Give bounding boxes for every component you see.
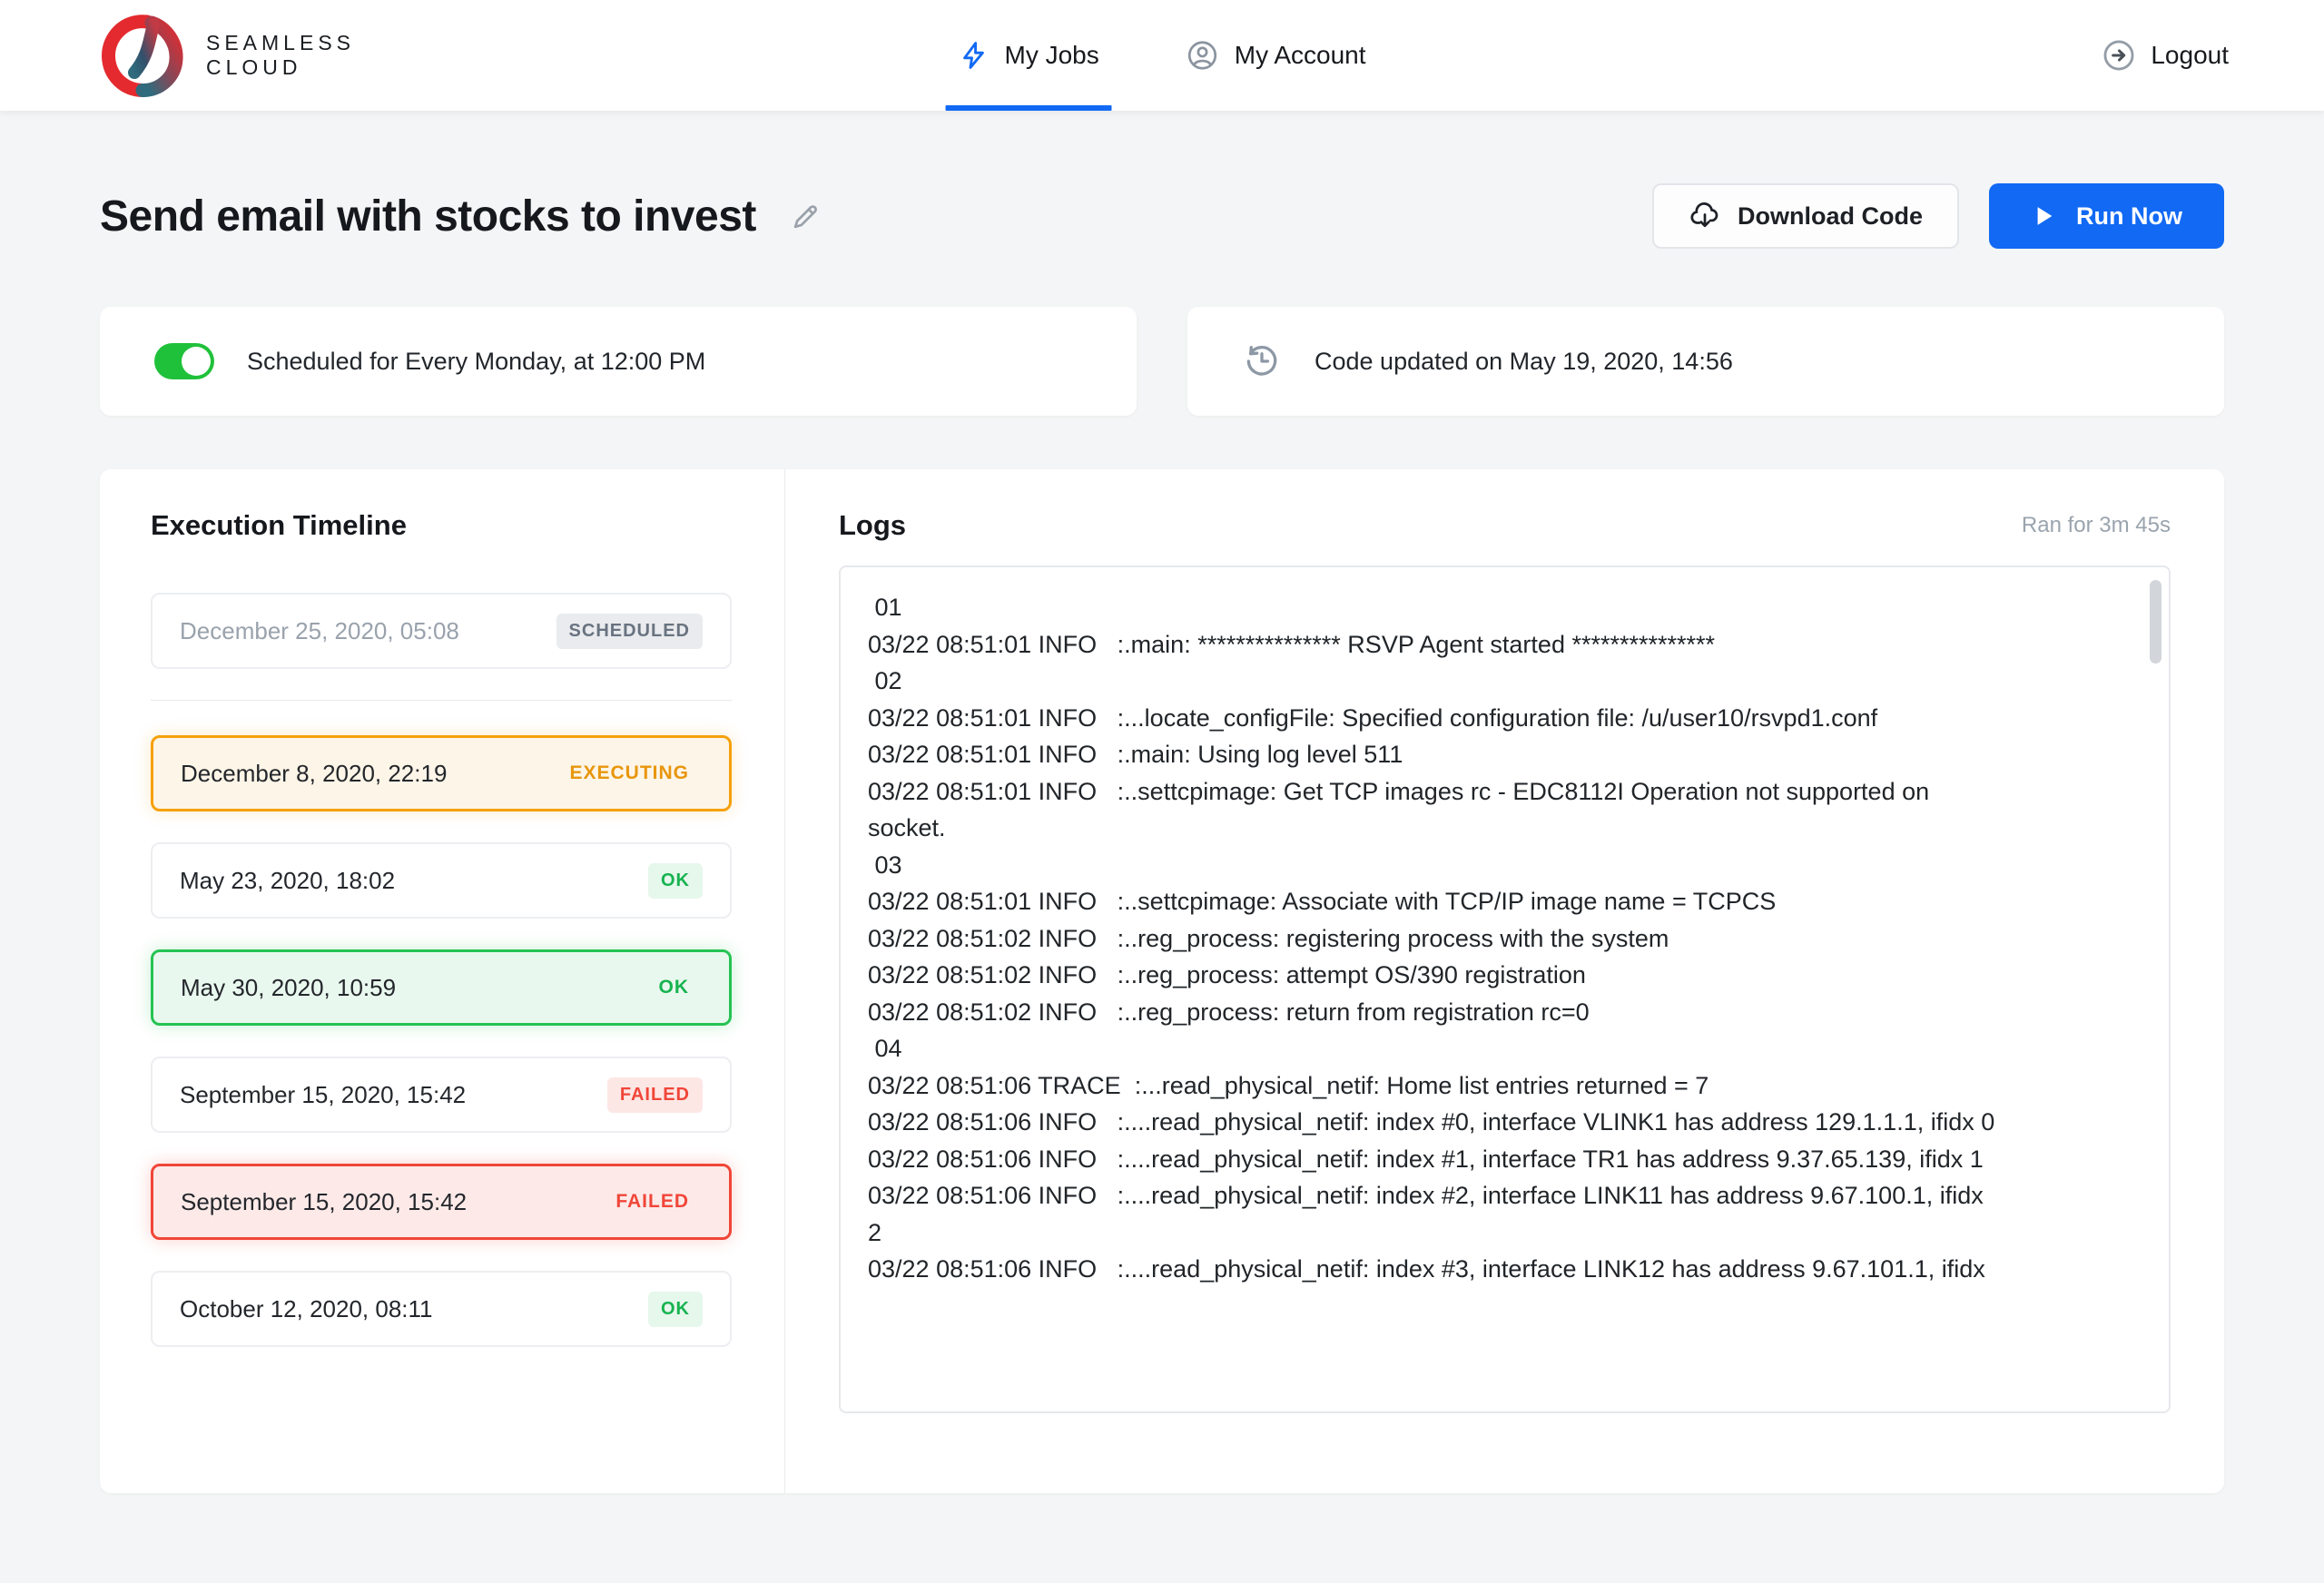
execution-timeline-title: Execution Timeline bbox=[151, 509, 407, 541]
timeline-entry-date: December 8, 2020, 22:19 bbox=[181, 759, 448, 787]
log-line: 03/22 08:51:06 INFO :....read_physical_n… bbox=[868, 1182, 1984, 1209]
log-line: 03/22 08:51:02 INFO :..reg_process: atte… bbox=[868, 961, 1586, 988]
run-now-button[interactable]: Run Now bbox=[1989, 183, 2224, 249]
info-row: Scheduled for Every Monday, at 12:00 PM … bbox=[100, 307, 2224, 416]
log-line: 04 bbox=[868, 1035, 902, 1062]
arrow-right-circle-icon bbox=[2103, 40, 2134, 71]
brand-logo: SEAMLESS CLOUD bbox=[100, 14, 355, 97]
user-circle-icon bbox=[1188, 41, 1217, 70]
timeline-entry[interactable]: May 30, 2020, 10:59 OK bbox=[151, 949, 732, 1026]
logs-header: Logs Ran for 3m 45s bbox=[839, 509, 2171, 542]
download-code-label: Download Code bbox=[1738, 202, 1924, 230]
timeline-entry-date: May 30, 2020, 10:59 bbox=[181, 973, 397, 1001]
title-row: Send email with stocks to invest Downloa… bbox=[100, 183, 2224, 249]
play-icon bbox=[2037, 207, 2053, 225]
logs-scrollbar-thumb[interactable] bbox=[2150, 580, 2162, 664]
logs-output: 01 03/22 08:51:01 INFO :.main: **********… bbox=[839, 565, 2171, 1413]
log-line: 03/22 08:51:06 TRACE :...read_physical_n… bbox=[868, 1071, 1709, 1099]
logs-section: Logs Ran for 3m 45s 01 03/22 08:51:01 INF… bbox=[785, 469, 2224, 1493]
log-line: 03/22 08:51:01 INFO :.main: Using log le… bbox=[868, 741, 1403, 768]
run-now-label: Run Now bbox=[2076, 202, 2182, 230]
timeline-entry-status-badge: EXECUTING bbox=[569, 762, 689, 783]
cloud-download-icon bbox=[1690, 202, 1718, 228]
timeline-entry-status-badge: OK bbox=[658, 977, 689, 998]
timeline-entry-status-badge: FAILED bbox=[606, 1077, 703, 1113]
brand-name-line1: SEAMLESS bbox=[206, 31, 355, 54]
timeline-divider bbox=[151, 700, 732, 701]
timeline-entry[interactable]: October 12, 2020, 08:11 OK bbox=[151, 1271, 732, 1347]
run-duration: Ran for 3m 45s bbox=[2021, 513, 2171, 537]
log-line: 03/22 08:51:01 INFO :...locate_configFil… bbox=[868, 703, 1878, 732]
logs-title: Logs bbox=[839, 509, 907, 541]
logout-label: Logout bbox=[2151, 41, 2229, 69]
timeline-entry-date: May 23, 2020, 18:02 bbox=[180, 866, 396, 894]
log-line: 03/22 08:51:01 INFO :..settcpimage: Get … bbox=[868, 777, 1930, 805]
log-line: 2 bbox=[868, 1218, 882, 1246]
log-line: 03 bbox=[868, 850, 902, 879]
log-line: 03/22 08:51:01 INFO :.main: ************… bbox=[868, 630, 1716, 658]
timeline-entry[interactable]: September 15, 2020, 15:42 FAILED bbox=[151, 1057, 732, 1133]
timeline-entry[interactable]: December 8, 2020, 22:19 EXECUTING bbox=[151, 735, 732, 811]
log-line: 03/22 08:51:02 INFO :..reg_process: retu… bbox=[868, 998, 1590, 1026]
nav-my-account[interactable]: My Account bbox=[1187, 0, 1366, 111]
timeline-entry-status-badge: FAILED bbox=[615, 1191, 689, 1212]
timeline-entry[interactable]: May 23, 2020, 18:02 OK bbox=[151, 842, 732, 919]
schedule-text: Scheduled for Every Monday, at 12:00 PM bbox=[247, 347, 706, 375]
log-lines: 01 03/22 08:51:01 INFO :.main: **********… bbox=[868, 589, 2142, 1288]
active-tab-underline bbox=[945, 105, 1112, 111]
timeline-entry-date: December 25, 2020, 05:08 bbox=[180, 616, 459, 644]
timeline-entry-status-badge: OK bbox=[648, 1291, 703, 1327]
log-line: 02 bbox=[868, 667, 902, 694]
bolt-icon bbox=[963, 42, 984, 69]
pencil-icon[interactable] bbox=[789, 199, 823, 233]
code-updated-card: Code updated on May 19, 2020, 14:56 bbox=[1187, 307, 2224, 416]
log-line: 01 bbox=[868, 594, 902, 621]
schedule-toggle-knob bbox=[182, 347, 211, 376]
timeline-entry-status-badge: SCHEDULED bbox=[556, 613, 703, 649]
log-line: 03/22 08:51:02 INFO :..reg_process: regi… bbox=[868, 924, 1669, 952]
log-line: 03/22 08:51:06 INFO :....read_physical_n… bbox=[868, 1255, 1985, 1283]
log-line: 03/22 08:51:01 INFO :..settcpimage: Asso… bbox=[868, 888, 1777, 915]
schedule-card: Scheduled for Every Monday, at 12:00 PM bbox=[100, 307, 1137, 416]
code-updated-text: Code updated on May 19, 2020, 14:56 bbox=[1315, 347, 1733, 375]
brand-logo-icon bbox=[102, 15, 183, 97]
nav-my-jobs-label: My Jobs bbox=[1004, 41, 1099, 69]
nav-my-jobs[interactable]: My Jobs bbox=[945, 0, 1112, 111]
job-detail-panel: Execution Timeline December 25, 2020, 05… bbox=[100, 469, 2224, 1493]
app-header: SEAMLESS CLOUD My Jobs My Account Logout bbox=[0, 0, 2324, 111]
timeline-entry[interactable]: September 15, 2020, 15:42 FAILED bbox=[151, 1164, 732, 1240]
log-line: 03/22 08:51:06 INFO :....read_physical_n… bbox=[868, 1108, 1995, 1136]
timeline-entry-date: October 12, 2020, 08:11 bbox=[180, 1294, 433, 1322]
title-actions: Download Code Run Now bbox=[1652, 183, 2224, 249]
main-content: Send email with stocks to invest Downloa… bbox=[0, 183, 2324, 1493]
timeline-entry-date: September 15, 2020, 15:42 bbox=[180, 1080, 467, 1108]
log-line: 03/22 08:51:06 INFO :....read_physical_n… bbox=[868, 1145, 1984, 1173]
log-line: socket. bbox=[868, 814, 946, 841]
schedule-toggle[interactable] bbox=[154, 343, 214, 379]
brand-name-line2: CLOUD bbox=[206, 55, 302, 79]
timeline-entry[interactable]: December 25, 2020, 05:08 SCHEDULED bbox=[151, 593, 732, 669]
execution-timeline-section: Execution Timeline December 25, 2020, 05… bbox=[100, 469, 785, 1493]
logout-button[interactable]: Logout bbox=[2102, 38, 2229, 73]
page-title: Send email with stocks to invest bbox=[100, 192, 756, 241]
timeline-entry-status-badge: OK bbox=[648, 862, 703, 899]
nav-my-account-label: My Account bbox=[1234, 41, 1366, 69]
timeline-list: December 25, 2020, 05:08 SCHEDULED Decem… bbox=[151, 593, 732, 1347]
download-code-button[interactable]: Download Code bbox=[1652, 183, 1960, 249]
primary-nav: My Jobs My Account bbox=[945, 0, 1366, 111]
timeline-entry-date: September 15, 2020, 15:42 bbox=[181, 1187, 468, 1215]
history-clock-icon bbox=[1246, 345, 1277, 376]
